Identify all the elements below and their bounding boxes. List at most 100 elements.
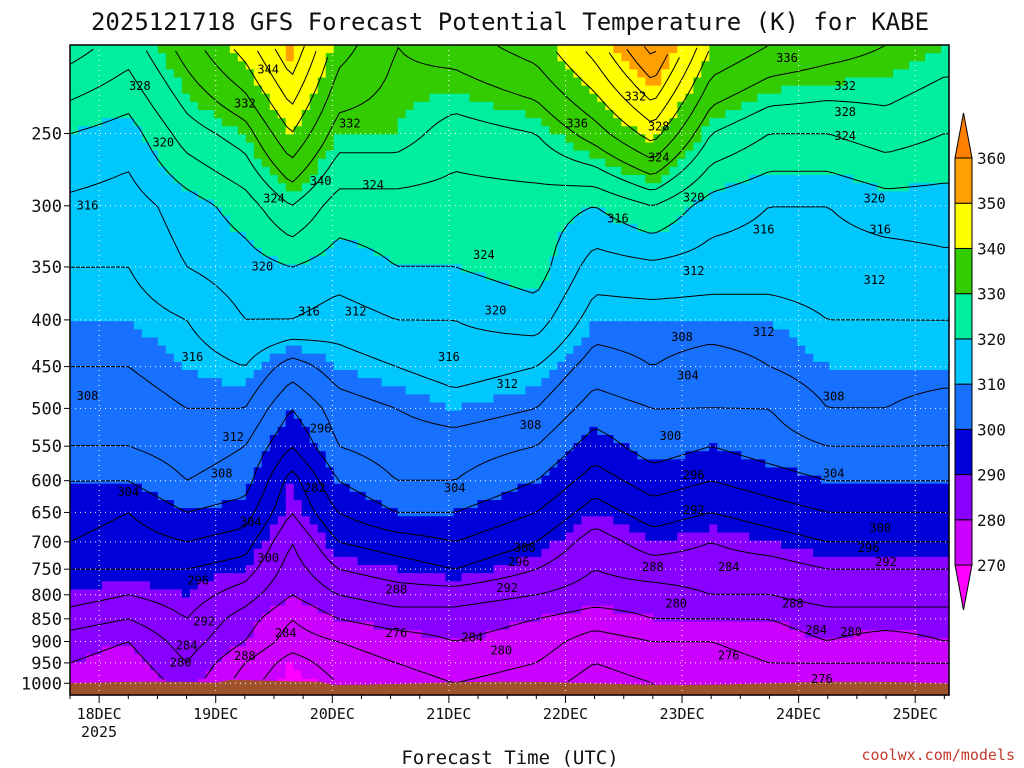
heatmap-cell	[709, 296, 718, 306]
heatmap-cell	[237, 394, 247, 404]
heatmap-cell	[869, 264, 878, 274]
heatmap-cell	[221, 110, 231, 119]
heatmap-cell	[389, 69, 399, 79]
heatmap-cell	[357, 280, 367, 290]
heatmap-cell	[181, 207, 191, 217]
heatmap-cell	[669, 264, 678, 274]
heatmap-cell	[773, 361, 782, 371]
heatmap-cell	[565, 150, 575, 160]
heatmap-cell	[157, 53, 167, 62]
heatmap-cell	[853, 321, 862, 330]
heatmap-cell	[445, 386, 455, 395]
heatmap-cell	[349, 93, 359, 103]
heatmap-cell	[317, 280, 327, 290]
heatmap-cell	[837, 264, 846, 274]
heatmap-cell	[613, 142, 622, 152]
heatmap-cell	[781, 264, 790, 274]
heatmap-cell	[525, 61, 535, 70]
heatmap-cell	[365, 166, 375, 176]
heatmap-cell	[237, 77, 247, 87]
heatmap-cell	[917, 256, 926, 265]
heatmap-cell	[293, 296, 303, 306]
heatmap-cell	[901, 110, 910, 119]
heatmap-cell	[621, 313, 630, 322]
heatmap-cell	[645, 69, 654, 79]
heatmap-cell	[493, 142, 503, 152]
heatmap-cell	[837, 305, 846, 314]
heatmap-cell	[709, 280, 718, 290]
heatmap-cell	[485, 166, 495, 176]
heatmap-cell	[365, 240, 375, 249]
heatmap-cell	[413, 361, 423, 371]
heatmap-cell	[485, 150, 495, 160]
heatmap-cell	[277, 101, 287, 111]
heatmap-cell	[141, 223, 151, 233]
heatmap-cell	[309, 85, 319, 95]
heatmap-cell	[797, 231, 806, 241]
heatmap-cell	[277, 264, 287, 274]
heatmap-cell	[373, 345, 383, 355]
heatmap-cell	[549, 305, 559, 314]
heatmap-cell	[205, 272, 215, 282]
heatmap-cell	[861, 386, 870, 395]
heatmap-cell	[837, 45, 846, 54]
heatmap-cell	[173, 85, 183, 95]
heatmap-cell	[165, 264, 175, 274]
heatmap-cell	[421, 215, 431, 225]
heatmap-cell	[277, 45, 287, 54]
heatmap-cell	[573, 353, 583, 363]
heatmap-cell	[941, 264, 950, 274]
heatmap-cell	[397, 223, 407, 233]
heatmap-cell	[749, 53, 758, 62]
heatmap-cell	[173, 101, 183, 111]
heatmap-cell	[93, 378, 103, 387]
heatmap-cell	[333, 175, 343, 184]
heatmap-cell	[429, 248, 439, 257]
heatmap-cell	[517, 45, 527, 54]
heatmap-cell	[429, 410, 439, 420]
heatmap-cell	[173, 158, 183, 168]
heatmap-cell	[397, 313, 407, 322]
heatmap-cell	[725, 272, 734, 282]
heatmap-cell	[685, 53, 694, 62]
heatmap-cell	[733, 288, 742, 298]
heatmap-cell	[317, 378, 327, 387]
heatmap-cell	[677, 215, 686, 225]
heatmap-cell	[877, 345, 886, 355]
heatmap-cell	[925, 345, 934, 355]
heatmap-cell	[693, 329, 702, 339]
heatmap-cell	[389, 142, 399, 152]
heatmap-cell	[629, 321, 638, 330]
heatmap-cell	[693, 296, 702, 306]
heatmap-cell	[357, 410, 367, 420]
heatmap-cell	[205, 329, 215, 339]
heatmap-cell	[917, 313, 926, 322]
heatmap-cell	[581, 142, 591, 152]
heatmap-cell	[333, 45, 343, 54]
heatmap-cell	[725, 93, 734, 103]
heatmap-cell	[237, 264, 247, 274]
heatmap-cell	[317, 101, 327, 111]
heatmap-cell	[213, 337, 223, 347]
heatmap-cell	[237, 370, 247, 379]
heatmap-cell	[349, 361, 359, 371]
heatmap-cell	[541, 256, 551, 265]
heatmap-cell	[653, 223, 662, 233]
heatmap-cell	[181, 378, 191, 387]
heatmap-cell	[717, 158, 726, 168]
heatmap-cell	[325, 231, 335, 241]
heatmap-cell	[285, 183, 295, 192]
heatmap-cell	[605, 402, 614, 412]
heatmap-cell	[429, 150, 439, 160]
heatmap-cell	[453, 231, 463, 241]
heatmap-cell	[261, 256, 271, 265]
heatmap-cell	[933, 378, 942, 387]
heatmap-cell	[269, 280, 279, 290]
heatmap-cell	[189, 361, 199, 371]
heatmap-cell	[381, 150, 391, 160]
heatmap-cell	[829, 142, 838, 152]
heatmap-cell	[421, 378, 431, 387]
heatmap-cell	[469, 126, 479, 135]
heatmap-cell	[125, 402, 135, 412]
heatmap-cell	[541, 199, 551, 209]
